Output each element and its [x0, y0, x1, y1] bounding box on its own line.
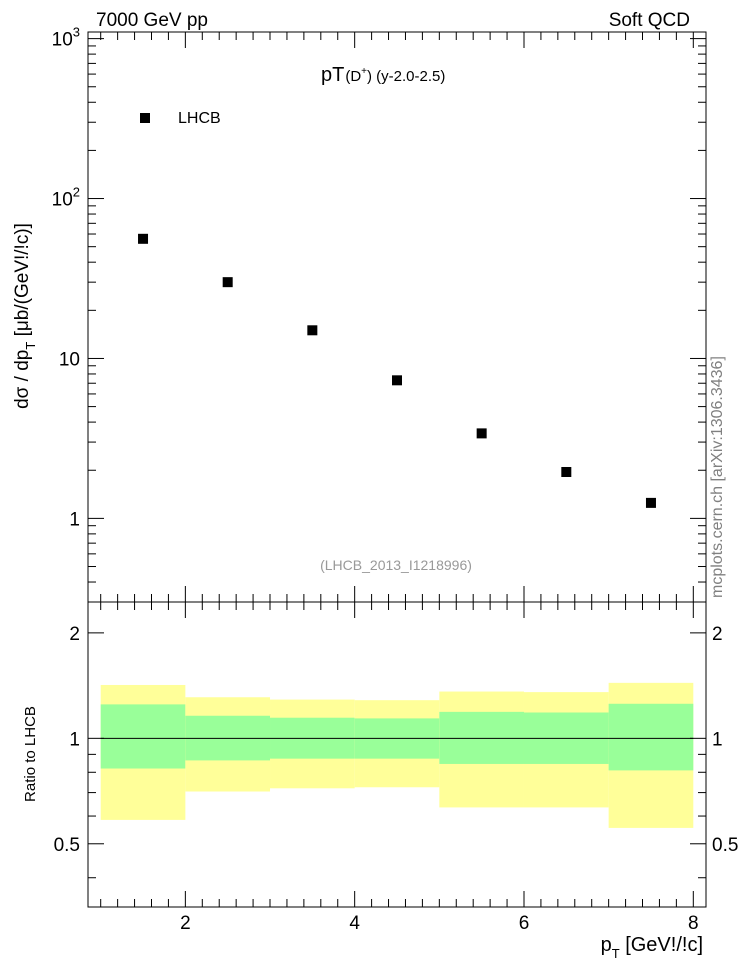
main-panel: 1 10 102 103 pT(D+) (y-2.0-2.5) LHCB (LHCB_…	[12, 25, 707, 603]
main-x-ticks	[100, 32, 694, 602]
data-point	[561, 466, 572, 477]
data-point	[307, 325, 318, 336]
analysis-id: (LHCB_2013_I1218996)	[320, 557, 472, 573]
ratio-band-inner	[100, 704, 186, 769]
ratio-y-tick-label: 1	[69, 729, 80, 750]
x-tick-label: 4	[349, 913, 360, 934]
data-point	[645, 497, 656, 508]
data-point	[138, 233, 149, 244]
ratio-y-tick-label: 2	[69, 624, 80, 645]
ratio-y-ticks	[88, 632, 706, 879]
x-tick-label: 8	[688, 913, 699, 934]
y-tick-label: 1	[69, 509, 80, 530]
side-credit: mcplots.cern.ch [arXiv:1306.3436]	[709, 356, 726, 598]
y-tick-label: 102	[52, 185, 80, 211]
x-tick-label: 6	[519, 913, 530, 934]
legend-label: LHCB	[178, 110, 221, 127]
ratio-y-tick-labels: 0.5 0.5 1 1 2 2	[54, 624, 739, 856]
ratio-y-tick-label-right: 0.5	[712, 835, 738, 856]
header-right: Soft QCD	[609, 10, 690, 31]
header-left: 7000 GeV pp	[96, 10, 208, 31]
data-point	[476, 428, 487, 439]
ratio-bands	[100, 682, 694, 828]
main-y-ticks	[88, 38, 706, 603]
data-point	[392, 375, 402, 386]
ratio-y-tick-label-right: 1	[712, 729, 723, 750]
data-point	[222, 277, 233, 288]
legend-marker	[140, 113, 150, 123]
ratio-band-inner	[608, 703, 694, 771]
y-tick-label: 10	[59, 349, 80, 370]
main-y-tick-labels: 1 10 102 103	[52, 25, 80, 531]
ratio-y-tick-label: 0.5	[54, 835, 80, 856]
main-y-axis-label: dσ / dpT [μb/(GeV!/!c)]	[12, 223, 38, 409]
data-points	[138, 233, 656, 508]
y-tick-label: 103	[52, 25, 80, 51]
plot-title: pT(D+) (y-2.0-2.5)	[321, 64, 445, 86]
x-tick-labels: 2 4 6 8	[180, 913, 699, 934]
ratio-y-tick-label-right: 2	[712, 624, 723, 645]
x-axis-label: pT [GeV!/!c]	[601, 934, 703, 961]
ratio-x-ticks	[100, 602, 694, 907]
ratio-panel: 0.5 0.5 1 1 2 2 2 4 6 8 Ratio to LHCB pT [GeV!/!…	[22, 601, 739, 961]
x-tick-label: 2	[180, 913, 191, 934]
ratio-y-axis-label: Ratio to LHCB	[22, 706, 39, 802]
